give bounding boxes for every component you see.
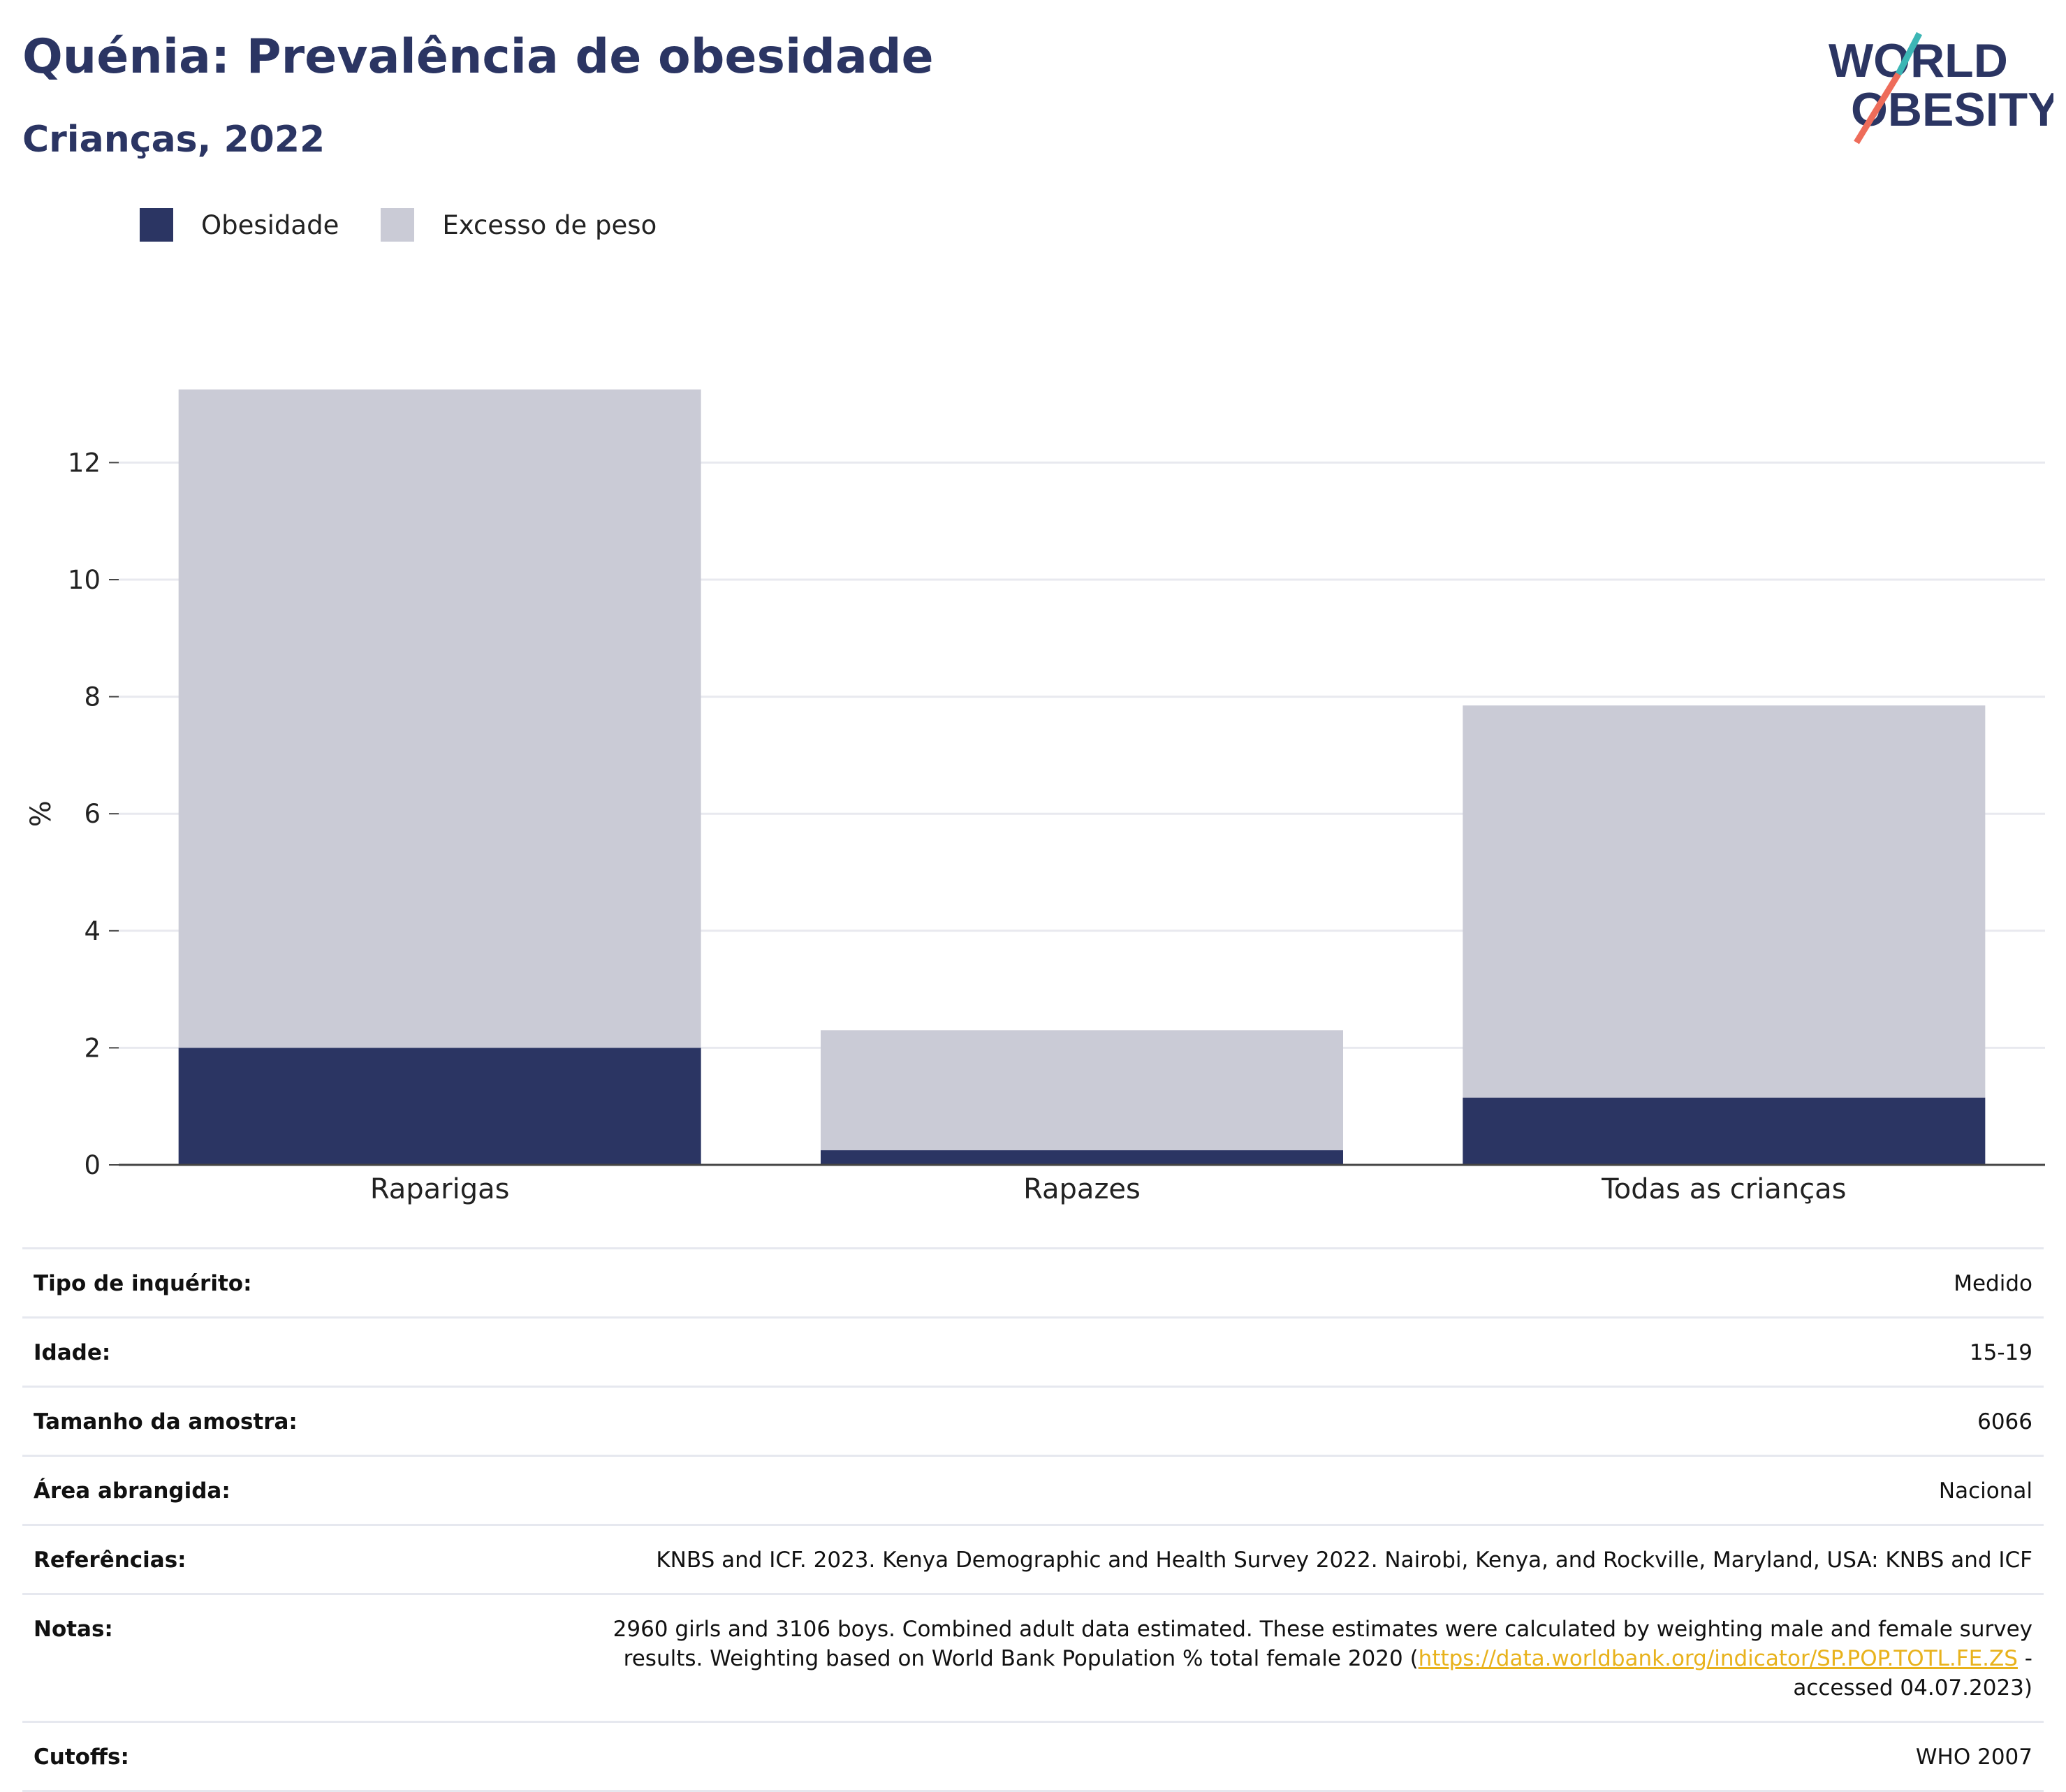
world-obesity-logo: WORLD OBESITY [1829, 31, 2053, 145]
legend-label-overweight: Excesso de peso [442, 210, 657, 240]
y-tick-label: 8 [84, 682, 101, 712]
meta-row-sample-size: Tamanho da amostra: 6066 [22, 1386, 2044, 1455]
meta-row-age: Idade: 15-19 [22, 1316, 2044, 1386]
legend-item-overweight[interactable]: Excesso de peso [381, 208, 657, 242]
meta-row-notes: Notas: 2960 girls and 3106 boys. Combine… [22, 1593, 2044, 1721]
bar-overweight [178, 389, 701, 1048]
legend-item-obesity[interactable]: Obesidade [140, 208, 339, 242]
meta-value-notes: 2960 girls and 3106 boys. Combined adult… [566, 1615, 2032, 1703]
bar-chart: 0 2 4 6 8 10 12% Raparigas Rapazes Todas as crian… [25, 389, 2045, 1205]
meta-label: Tamanho da amostra: [34, 1409, 298, 1434]
meta-value: WHO 2007 [1915, 1745, 2032, 1770]
legend-swatch-overweight [381, 208, 415, 242]
y-tick-label: 4 [84, 916, 101, 946]
metadata-table: Tipo de inquérito: Medido Idade: 15-19 T… [22, 1247, 2044, 1792]
meta-label: Referências: [34, 1548, 186, 1573]
x-tick-label: Raparigas [370, 1173, 510, 1205]
bar-overweight [1463, 705, 1986, 1098]
meta-value: Medido [1954, 1271, 2032, 1296]
meta-value: 15-19 [1969, 1340, 2032, 1365]
meta-label: Tipo de inquérito: [34, 1271, 252, 1296]
y-axis-label: % [25, 800, 57, 827]
meta-row-area: Área abrangida: Nacional [22, 1455, 2044, 1524]
meta-value: 6066 [1977, 1409, 2032, 1434]
x-tick-label: Todas as crianças [1601, 1173, 1846, 1205]
y-tick-label: 0 [84, 1150, 101, 1180]
y-tick-label: 10 [68, 565, 101, 595]
y-tick-label: 6 [84, 799, 101, 829]
meta-row-cutoffs: Cutoffs: WHO 2007 [22, 1721, 2044, 1792]
y-tick-label: 12 [68, 448, 101, 478]
meta-label: Área abrangida: [34, 1478, 230, 1504]
page-subtitle: Crianças, 2022 [22, 119, 325, 161]
meta-label: Cutoffs: [34, 1745, 129, 1770]
legend-label-obesity: Obesidade [201, 210, 339, 240]
notes-text: 2960 girls and 3106 boys. Combined adult… [613, 1617, 2032, 1671]
bar-obesity [821, 1150, 1343, 1165]
x-tick-label: Rapazes [1023, 1173, 1141, 1205]
logo-text-world: WORLD [1829, 34, 2008, 87]
meta-row-survey-type: Tipo de inquérito: Medido [22, 1247, 2044, 1316]
logo-slash-teal [1896, 31, 1922, 76]
chart-legend: Obesidade Excesso de peso [140, 208, 698, 242]
meta-value: Nacional [1938, 1478, 2032, 1504]
page-title: Quénia: Prevalência de obesidade [22, 29, 934, 85]
meta-label: Notas: [34, 1617, 113, 1642]
notes-link[interactable]: https://data.worldbank.org/indicator/SP.… [1418, 1646, 2018, 1671]
bar-obesity [1463, 1097, 1986, 1165]
meta-label: Idade: [34, 1340, 111, 1365]
notes-text-end: - accessed 04.07.2023) [1793, 1646, 2032, 1701]
y-tick-label: 2 [84, 1033, 101, 1063]
bar-obesity [178, 1048, 701, 1165]
logo-slash-coral [1854, 72, 1901, 145]
meta-value: KNBS and ICF. 2023. Kenya Demographic an… [656, 1548, 2032, 1573]
meta-row-references: Referências: KNBS and ICF. 2023. Kenya D… [22, 1524, 2044, 1593]
legend-swatch-obesity [140, 208, 173, 242]
bar-overweight [821, 1030, 1343, 1151]
